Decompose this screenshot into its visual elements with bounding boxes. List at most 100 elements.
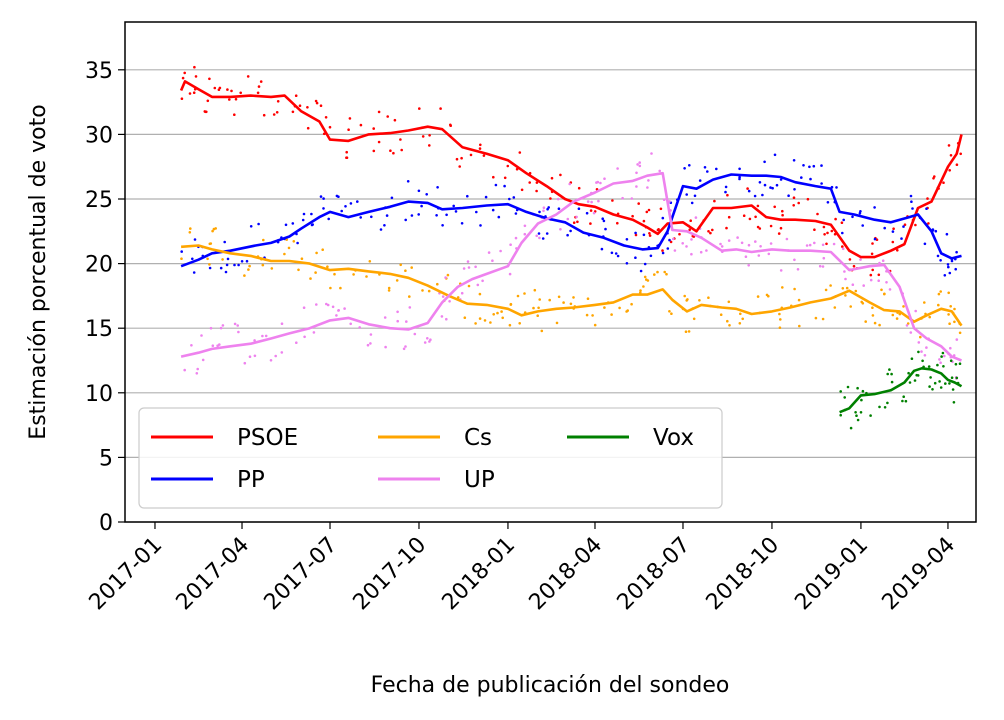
poll-point-cs (906, 322, 910, 325)
poll-point-up (851, 283, 855, 287)
poll-point-pp (237, 263, 240, 267)
poll-point-vox (950, 376, 954, 380)
poll-point-cs (781, 286, 784, 289)
poll-point-up (813, 241, 816, 245)
poll-point-psoe (479, 143, 482, 147)
poll-point-pp (224, 270, 228, 274)
poll-point-pp (649, 254, 653, 258)
poll-point-vox (931, 388, 934, 391)
poll-point-pp (577, 207, 581, 210)
poll-point-pp (773, 153, 777, 157)
poll-point-pp (642, 233, 646, 237)
poll-point-vox (846, 385, 850, 389)
poll-point-up (685, 245, 688, 248)
poll-point-up (402, 347, 406, 351)
y-tick-label: 10 (85, 382, 113, 407)
poll-point-psoe (315, 101, 319, 105)
poll-point-up (535, 234, 538, 238)
poll-point-vox (886, 401, 889, 405)
poll-point-psoe (272, 113, 276, 116)
poll-point-psoe (188, 92, 192, 95)
poll-point-up (869, 278, 873, 282)
poll-point-up (253, 354, 257, 358)
poll-point-psoe (257, 85, 261, 88)
poll-point-cs (919, 335, 922, 339)
poll-point-psoe (792, 196, 796, 199)
poll-point-pp (601, 217, 604, 220)
poll-point-pp (249, 225, 253, 228)
poll-point-vox (904, 399, 908, 403)
poll-point-cs (287, 246, 291, 250)
poll-point-cs (767, 294, 770, 298)
poll-point-up (405, 320, 408, 323)
poll-point-psoe (707, 230, 710, 233)
poll-point-cs (814, 316, 818, 320)
poll-point-cs (670, 312, 673, 316)
poll-point-vox (907, 371, 910, 375)
poll-point-cs (478, 292, 482, 296)
poll-point-pp (311, 223, 315, 226)
poll-point-pp (873, 237, 877, 241)
poll-point-cs (270, 267, 274, 270)
poll-point-pp (192, 271, 196, 274)
poll-point-cs (939, 290, 942, 293)
poll-point-pp (322, 207, 325, 210)
poll-point-psoe (455, 157, 459, 161)
poll-point-psoe (428, 134, 431, 137)
poll-point-pp (763, 183, 767, 187)
poll-point-pp (475, 210, 478, 214)
poll-point-vox (908, 381, 912, 384)
poll-point-vox (843, 396, 846, 399)
poll-point-cs (741, 317, 744, 321)
poll-point-vox (910, 357, 914, 361)
poll-point-psoe (478, 147, 482, 150)
poll-point-pp (547, 206, 550, 209)
poll-point-psoe (183, 71, 186, 75)
poll-point-vox (941, 351, 945, 355)
poll-point-cs (209, 242, 213, 245)
poll-point-pp (793, 188, 796, 191)
poll-point-pp (537, 232, 541, 235)
poll-point-pp (226, 257, 230, 261)
poll-point-pp (425, 193, 429, 196)
poll-point-up (233, 322, 237, 326)
poll-point-up (878, 261, 881, 265)
poll-point-pp (900, 237, 903, 240)
poll-point-vox (921, 359, 924, 363)
poll-point-pp (460, 222, 464, 225)
y-tick-label: 5 (99, 446, 113, 471)
poll-point-psoe (520, 188, 524, 192)
poll-point-up (575, 215, 578, 219)
poll-point-psoe (948, 169, 951, 172)
poll-point-vox (856, 386, 859, 390)
poll-point-psoe (239, 91, 242, 95)
poll-point-pp (910, 200, 913, 203)
poll-point-pp (715, 167, 718, 171)
poll-point-psoe (822, 225, 826, 229)
poll-point-cs (586, 297, 590, 301)
poll-point-psoe (226, 88, 229, 91)
poll-point-psoe (228, 98, 231, 101)
poll-point-pp (479, 224, 482, 227)
poll-point-psoe (291, 110, 295, 114)
poll-point-psoe (482, 154, 486, 157)
poll-point-psoe (298, 104, 302, 107)
poll-point-pp (835, 186, 838, 189)
poll-point-pp (775, 183, 779, 187)
poll-point-cs (883, 292, 886, 296)
poll-point-cs (687, 330, 691, 333)
poll-point-psoe (208, 77, 211, 81)
poll-point-up (523, 232, 527, 236)
poll-point-cs (653, 273, 656, 276)
series-line-pp (180, 173, 962, 268)
poll-point-psoe (428, 144, 431, 147)
poll-point-psoe (559, 173, 562, 177)
poll-point-up (523, 224, 527, 228)
poll-point-cs (540, 329, 544, 333)
poll-point-psoe (727, 215, 731, 219)
poll-point-pp (585, 211, 589, 215)
poll-point-cs (727, 300, 731, 304)
poll-point-psoe (709, 231, 712, 235)
poll-point-psoe (826, 231, 829, 235)
poll-point-up (914, 309, 917, 313)
